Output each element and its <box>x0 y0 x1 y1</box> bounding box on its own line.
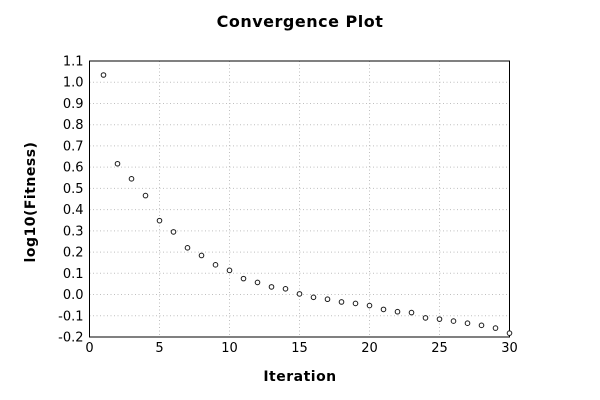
x-tick-label: 5 <box>155 341 163 356</box>
data-point <box>366 302 373 309</box>
data-point <box>380 306 387 313</box>
data-point <box>296 291 303 297</box>
plot-border <box>89 60 510 338</box>
y-tick-label: 0.5 <box>63 182 84 197</box>
data-point <box>268 284 275 290</box>
data-point <box>506 330 513 336</box>
x-tick-label: 20 <box>361 341 378 356</box>
x-axis-label: Iteration <box>263 369 337 385</box>
data-point <box>352 300 359 307</box>
data-point <box>324 296 331 303</box>
x-tick-label: 15 <box>291 341 308 356</box>
data-point <box>226 267 233 274</box>
data-point <box>114 160 121 167</box>
data-point <box>394 308 401 315</box>
y-tick-label: 0.0 <box>63 288 84 303</box>
data-point <box>282 286 289 292</box>
data-point <box>100 72 107 78</box>
x-tick-label: 0 <box>85 341 93 356</box>
y-tick-label: 0.6 <box>63 161 84 176</box>
data-point <box>184 245 191 251</box>
y-tick-label: 0.1 <box>63 267 84 282</box>
data-point <box>254 279 261 286</box>
data-point <box>170 229 177 235</box>
chart-title: Convergence Plot <box>216 12 384 31</box>
y-tick-label: 1.0 <box>63 76 84 91</box>
data-point <box>240 275 247 282</box>
data-point <box>156 217 163 224</box>
y-tick-label: 1.1 <box>63 55 84 70</box>
y-tick-label: -0.1 <box>58 309 83 324</box>
data-point <box>128 176 135 182</box>
data-point <box>464 320 471 327</box>
data-point <box>198 252 205 259</box>
data-point <box>408 309 415 316</box>
data-point <box>422 315 429 321</box>
y-tick-label: 0.4 <box>63 203 84 218</box>
x-tick-label: 30 <box>501 341 518 356</box>
data-point <box>450 318 457 324</box>
y-tick-label: 0.9 <box>63 97 84 112</box>
x-tick-label: 25 <box>431 341 448 356</box>
x-tick-label: 10 <box>221 341 238 356</box>
y-tick-label: -0.2 <box>58 331 83 346</box>
y-tick-label: 0.2 <box>63 246 84 261</box>
y-tick-label: 0.3 <box>63 224 84 239</box>
data-point <box>212 262 219 268</box>
y-tick-label: 0.7 <box>63 139 84 154</box>
y-tick-label: 0.8 <box>63 118 84 133</box>
data-point <box>310 294 317 301</box>
data-point <box>478 322 485 329</box>
data-point <box>436 316 443 322</box>
data-point <box>142 192 149 199</box>
data-point <box>338 299 345 305</box>
data-point <box>492 325 499 331</box>
